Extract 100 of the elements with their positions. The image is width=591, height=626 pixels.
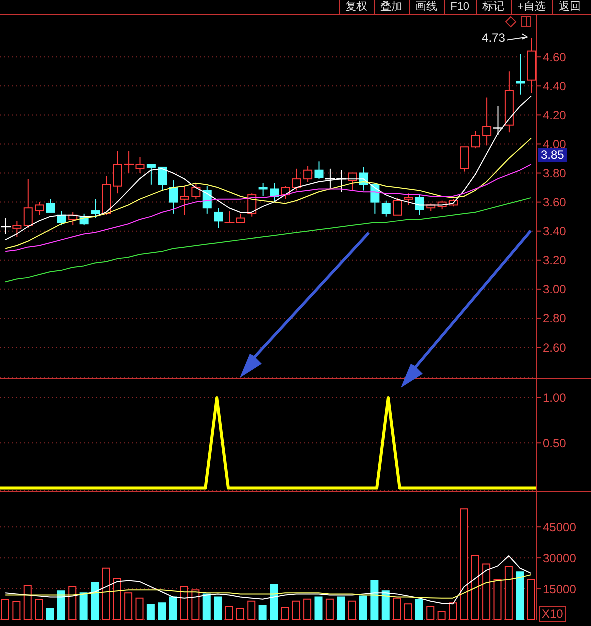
y-tick-label: 30000: [543, 551, 577, 566]
bar: [24, 585, 32, 620]
bar: [158, 602, 166, 620]
y-tick-label: 3.60: [543, 196, 567, 210]
bar: [404, 604, 412, 620]
bar: [91, 582, 99, 620]
line-series: [5, 96, 532, 241]
bar: [393, 598, 402, 620]
candlestick: [304, 166, 313, 182]
line-series: [5, 138, 532, 250]
candlestick: [12, 220, 22, 238]
annotation: 4.73: [482, 31, 506, 46]
candlestick: [292, 168, 302, 192]
bar: [192, 590, 200, 620]
y-tick-label: 4.40: [543, 79, 567, 94]
candlestick: [136, 156, 145, 174]
bar: [370, 580, 379, 620]
candlestick: [24, 178, 33, 229]
bar: [415, 599, 424, 620]
bar: [146, 604, 155, 620]
candlestick: [382, 200, 391, 218]
bar: [471, 556, 480, 620]
candlestick: [214, 208, 224, 229]
bar: [202, 594, 211, 620]
candlestick: [46, 198, 56, 213]
candlestick: [270, 182, 279, 203]
y-tick-label: 15000: [543, 582, 577, 596]
line-series: [5, 164, 532, 252]
bar: [304, 598, 312, 620]
bar: [35, 599, 44, 620]
bar: [124, 592, 133, 620]
bar: [449, 602, 457, 620]
y-tick-label: 4.60: [543, 50, 567, 64]
bar: [348, 600, 356, 620]
bar: [46, 608, 54, 620]
text: X10: [539, 606, 566, 622]
bar: [258, 605, 267, 620]
y-tick-label: 45000: [543, 520, 577, 534]
text: 叠加: [374, 0, 409, 14]
bar: [180, 586, 188, 620]
text: 画线: [408, 0, 444, 14]
text: 返回: [552, 0, 587, 14]
candlestick: [146, 164, 156, 186]
bar: [102, 568, 110, 620]
bar: [113, 578, 122, 620]
bar: [326, 598, 334, 620]
candlestick: [314, 161, 324, 180]
y-tick-label: 3.20: [543, 254, 567, 268]
text: 复权: [338, 0, 374, 14]
y-tick-label: 3.00: [543, 282, 567, 297]
candlestick: [91, 198, 100, 219]
bar: [214, 596, 222, 620]
bar: [382, 590, 390, 620]
y-tick-label: 0.50: [543, 436, 567, 450]
candlestick: [460, 146, 470, 172]
bar: [337, 596, 346, 620]
bar: [236, 608, 244, 620]
y-tick-label: 3.80: [543, 166, 567, 181]
bar: [80, 592, 88, 620]
bar: [136, 598, 144, 620]
y-tick-label: 3.40: [543, 224, 567, 239]
candlestick: [158, 166, 168, 192]
y-tick-label: 2.80: [543, 312, 567, 326]
bar: [270, 584, 278, 620]
bar: [516, 572, 524, 620]
line-series: [5, 197, 532, 283]
bar: [527, 579, 536, 620]
bar: [281, 607, 290, 620]
candlestick: [169, 180, 178, 214]
bar: [68, 586, 77, 620]
candlestick: [415, 194, 424, 216]
bar: [57, 590, 66, 620]
bar: [314, 596, 323, 620]
text: F10: [444, 0, 476, 14]
text: 3.85: [538, 148, 568, 162]
candlestick: [482, 97, 492, 146]
bar: [482, 564, 491, 620]
bar: [292, 600, 300, 620]
candlestick: [471, 130, 480, 150]
candlestick: [180, 186, 190, 216]
candlestick: [35, 202, 44, 216]
bar: [12, 602, 21, 620]
bar: [248, 600, 256, 620]
bar: [504, 566, 513, 620]
candlestick: [404, 193, 414, 206]
text: +自选: [510, 0, 552, 14]
y-tick-label: 2.60: [543, 340, 567, 355]
bar: [360, 596, 368, 620]
y-tick-label: 1.00: [543, 391, 567, 406]
line-series: [5, 556, 532, 605]
candlestick: [393, 197, 402, 216]
candlestick: [192, 182, 201, 200]
bar: [225, 606, 234, 620]
bar: [169, 596, 178, 620]
text: 标记: [476, 0, 511, 14]
y-tick-label: 4.20: [543, 108, 567, 122]
line-series: [5, 574, 532, 599]
bar: [438, 611, 446, 620]
bar: [494, 579, 502, 620]
bar: [426, 606, 435, 620]
